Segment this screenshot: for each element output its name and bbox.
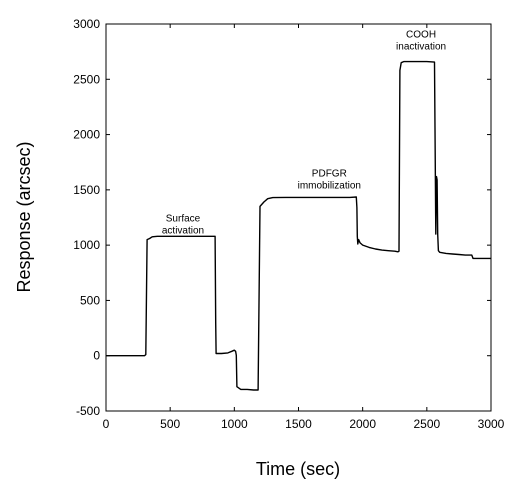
annotation-label: activation	[162, 225, 204, 236]
x-tick-label: 1500	[285, 417, 312, 431]
x-axis-title: Time (sec)	[256, 459, 340, 479]
x-tick-label: 2500	[413, 417, 440, 431]
y-tick-label: 1500	[73, 183, 100, 197]
y-tick-label: 0	[93, 349, 100, 363]
x-tick-label: 0	[103, 417, 110, 431]
x-tick-label: 1000	[221, 417, 248, 431]
annotation-label: Surface	[166, 213, 201, 224]
y-tick-label: 2500	[73, 72, 100, 86]
x-tick-label: 3000	[478, 417, 505, 431]
x-tick-label: 500	[160, 417, 180, 431]
y-axis-title: Response (arcsec)	[14, 141, 34, 292]
annotation-label: inactivation	[396, 41, 446, 52]
y-tick-label: 2000	[73, 128, 100, 142]
y-tick-label: 3000	[73, 17, 100, 31]
x-tick-label: 2000	[349, 417, 376, 431]
series-line	[106, 60, 491, 391]
y-tick-label: 1000	[73, 238, 100, 252]
y-tick-label: -500	[76, 404, 100, 418]
axes-frame	[105, 23, 492, 412]
annotation-label: COOH	[406, 29, 436, 40]
annotation-label: PDFGR	[312, 169, 347, 180]
y-tick-label: 500	[80, 293, 100, 307]
plot-area: 0 500 1000 1500 2000 2500 3000-500050010001500…	[73, 17, 504, 431]
annotation-label: immobilization	[298, 181, 361, 192]
